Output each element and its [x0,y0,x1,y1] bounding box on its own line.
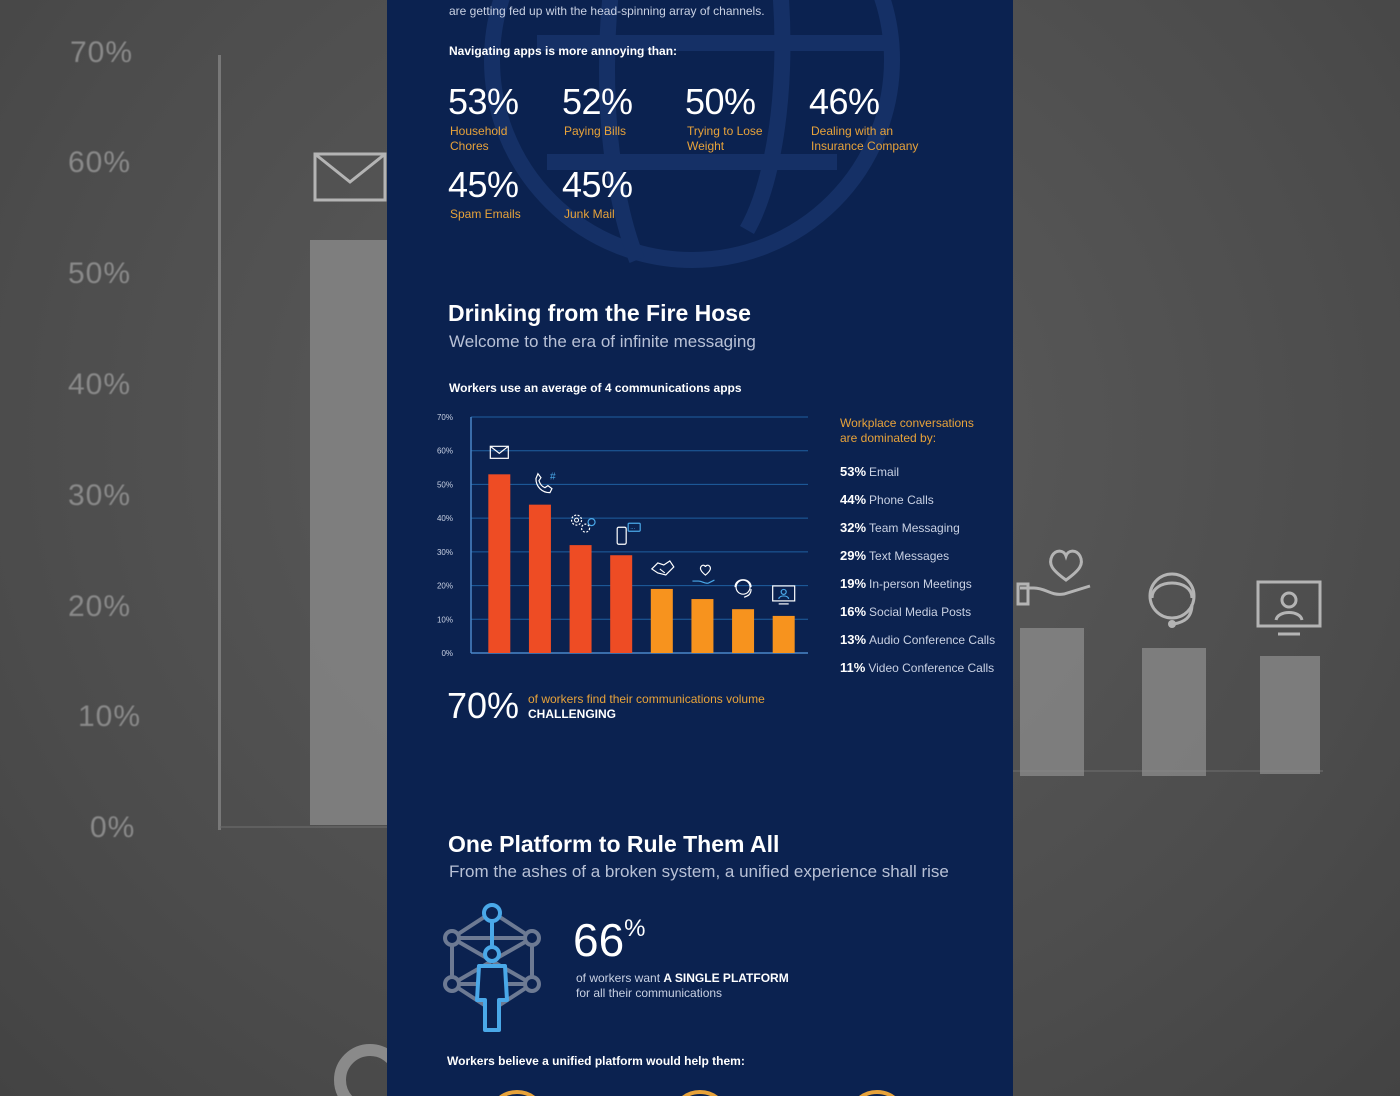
stat-label: Paying Bills [564,124,627,138]
y-tick-label: 10% [437,615,453,624]
bg-ring-icon [334,1044,390,1096]
legend-item-social-media: 16% Social Media Posts [840,604,972,619]
stat-label: Trying to Lose Weight [687,124,763,153]
section-title: Drinking from the Fire Hose [448,300,751,326]
unified-heading: Workers believe a unified platform would… [447,1054,745,1068]
mobile-chat-icon: ... [616,522,641,545]
envelope-icon [489,445,509,459]
bar [732,609,755,653]
bg-left-axis [218,55,221,830]
dial-chart [670,1090,730,1096]
bar [610,555,633,653]
legend-item-text-messages: 29% Text Messages [840,548,950,563]
monitor-user-icon [1256,580,1322,636]
stat-label: Dealing with an Insurance Company [811,124,919,153]
bg-baseline [220,826,390,828]
section-title: One Platform to Rule Them All [448,831,780,857]
bg-axis-label: 40% [68,368,132,401]
monitor-user-icon [772,585,796,605]
bg-axis-label: 50% [68,257,132,290]
stat-paying-bills: 52% Paying Bills [562,84,633,139]
bar [488,474,511,653]
intro-text: are getting fed up with the head-spinnin… [449,4,765,18]
y-tick-label: 0% [441,649,453,658]
y-tick-label: 40% [437,514,453,523]
stat-value: 50% [685,81,756,122]
bar [528,504,551,653]
stat-insurance: 46% Dealing with an Insurance Company [809,84,918,154]
bar [691,599,714,653]
legend-item-in-person-meetings: 19% In-person Meetings [840,576,972,591]
section-subtitle: Welcome to the era of infinite messaging [449,332,756,351]
heart-hand-icon [692,564,715,584]
bg-bar [1142,648,1206,776]
challenge-text: of workers find their communications vol… [528,692,765,721]
heart-hand-icon [1016,549,1091,606]
stat-household-chores: 53% Household Chores [448,84,519,154]
infographic-panel: are getting fed up with the head-spinnin… [387,0,1013,1096]
headset-icon [734,579,752,598]
stat-value: 52% [562,81,633,122]
bar [650,588,673,653]
y-tick-label: 50% [437,480,453,489]
phone-hashtag-icon: # [535,472,556,494]
bg-axis-label: 10% [78,700,142,733]
bg-bar [1260,656,1320,774]
bg-axis-label: 20% [68,590,132,623]
section-subtitle: From the ashes of a broken system, a uni… [449,862,949,881]
bg-axis-label: 70% [70,36,134,69]
bg-axis-label: 0% [90,811,136,844]
stat-value: 46% [809,81,880,122]
bar [772,615,795,653]
annoying-heading: Navigating apps is more annoying than: [449,44,678,58]
legend-item-phone-calls: 44% Phone Calls [840,492,934,507]
stat-value: 45% [562,164,633,205]
handshake-icon [650,560,675,576]
y-tick-label: 20% [437,582,453,591]
bar [569,545,592,653]
legend-item-email: 53% Email [840,464,900,479]
y-tick-label: 70% [437,413,453,422]
y-tick-label: 30% [437,548,453,557]
svg-text:#: # [550,472,556,483]
globe-icon [484,0,900,268]
stat-value: 53% [448,81,519,122]
dial-chart [847,1090,907,1096]
y-tick-label: 60% [437,447,453,456]
chart-heading: Workers use an average of 4 communicatio… [449,381,742,395]
svg-text:...: ... [630,525,635,531]
stat-spam-emails: 45% Spam Emails [448,167,521,222]
stat-label: Spam Emails [450,207,521,221]
challenge-value: 70% [447,685,520,726]
bg-axis-label: 60% [68,146,132,179]
envelope-icon [313,152,387,202]
bg-bar-email [310,240,387,825]
stat-junk-mail: 45% Junk Mail [562,167,633,222]
dial-chart [487,1090,547,1096]
network-person-icon [443,903,541,1032]
bar-chart: 0% 10% 20% 30% 40% 50% 60% 70% #... [437,413,808,658]
legend-intro: Workplace conversations are dominated by: [840,416,974,445]
legend-item-video-conference: 11% Video Conference Calls [840,660,995,675]
stat-lose-weight: 50% Trying to Lose Weight [685,84,763,154]
bg-axis-label: 30% [68,479,132,512]
stat-label: Household Chores [450,124,508,153]
legend-item-audio-conference: 13% Audio Conference Calls [840,632,996,647]
headset-icon [1148,572,1196,628]
bg-bar [1020,628,1084,776]
stat-value: 45% [448,164,519,205]
platform-value: 66% [573,914,646,966]
stat-label: Junk Mail [564,207,615,221]
legend-item-team-messaging: 32% Team Messaging [840,520,960,535]
platform-text: of workers want A SINGLE PLATFORM for all… [576,971,789,1000]
